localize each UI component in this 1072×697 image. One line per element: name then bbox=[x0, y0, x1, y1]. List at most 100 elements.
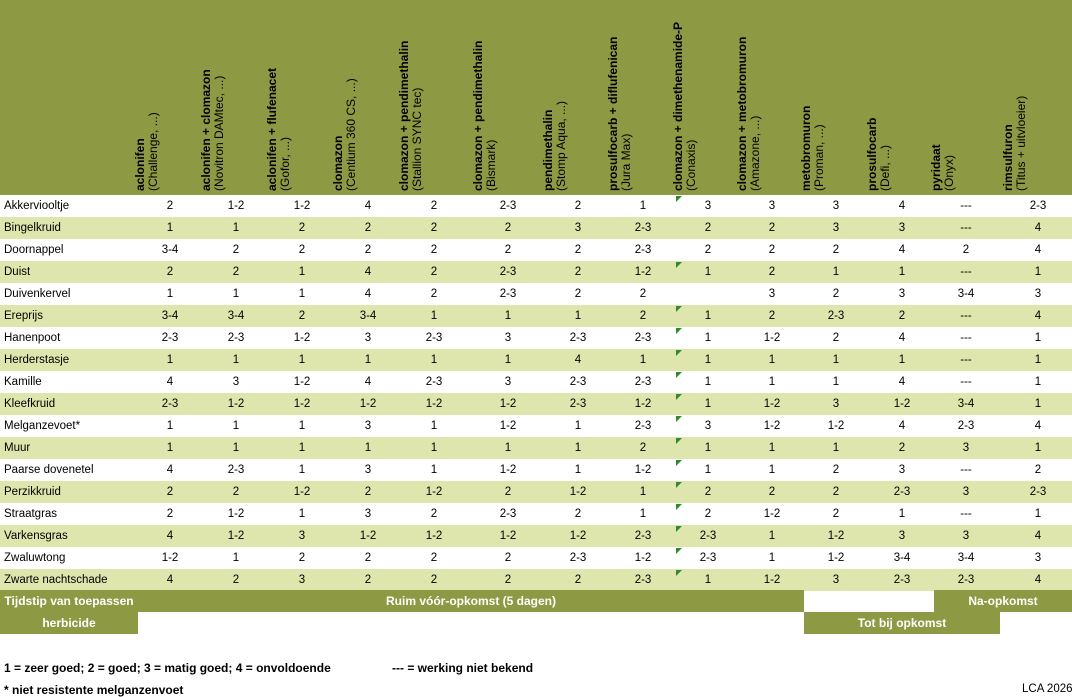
column-brand: (Bismark) bbox=[484, 139, 498, 191]
efficacy-cell: 2 bbox=[574, 574, 582, 586]
efficacy-cell: 2 bbox=[232, 486, 240, 498]
efficacy-cell: 3 bbox=[768, 288, 776, 300]
efficacy-cell: 1-2 bbox=[634, 552, 652, 564]
efficacy-cell: 1 bbox=[504, 442, 512, 454]
efficacy-cell: 1 bbox=[232, 552, 240, 564]
efficacy-cell: 2-3 bbox=[161, 398, 179, 410]
efficacy-cell: --- bbox=[960, 332, 972, 344]
efficacy-cell: 3 bbox=[962, 486, 970, 498]
timing-until-emergence: Tot bij opkomst bbox=[804, 612, 1000, 634]
efficacy-cell: 3 bbox=[962, 442, 970, 454]
efficacy-cell: 1-2 bbox=[359, 530, 377, 542]
efficacy-cell: 2 bbox=[430, 244, 438, 256]
efficacy-cell: 4 bbox=[1034, 530, 1042, 542]
efficacy-cell: 3-4 bbox=[957, 288, 975, 300]
efficacy-cell: 1 bbox=[768, 552, 776, 564]
efficacy-cell: 4 bbox=[1034, 310, 1042, 322]
efficacy-cell: 1 bbox=[704, 398, 712, 410]
efficacy-cell: 2 bbox=[504, 552, 512, 564]
efficacy-cell: --- bbox=[960, 200, 972, 212]
efficacy-cell: 2 bbox=[298, 310, 306, 322]
efficacy-cell: 2 bbox=[430, 552, 438, 564]
efficacy-cell: 3 bbox=[364, 420, 372, 432]
efficacy-cell: 1 bbox=[574, 310, 582, 322]
efficacy-cell: 1 bbox=[430, 354, 438, 366]
efficacy-cell: 1 bbox=[1034, 266, 1042, 278]
efficacy-cell: 2 bbox=[704, 222, 712, 234]
note-flag-icon bbox=[676, 482, 682, 488]
efficacy-cell: 4 bbox=[898, 420, 906, 432]
efficacy-cell: 3-4 bbox=[359, 310, 377, 322]
column-brand: (Conaxis) bbox=[684, 139, 698, 191]
efficacy-cell: 2-3 bbox=[634, 420, 652, 432]
efficacy-cell: 2-3 bbox=[499, 288, 517, 300]
efficacy-cell: 1 bbox=[166, 222, 174, 234]
efficacy-cell: 1 bbox=[898, 508, 906, 520]
efficacy-cell: 3 bbox=[232, 376, 240, 388]
efficacy-cell: 2-3 bbox=[569, 332, 587, 344]
efficacy-cell: 3 bbox=[898, 530, 906, 542]
column-brand: (Gofor, ...) bbox=[278, 136, 292, 191]
efficacy-cell: 3 bbox=[1034, 552, 1042, 564]
legend-scale: 1 = zeer goed; 2 = goed; 3 = matig goed;… bbox=[4, 661, 331, 675]
efficacy-cell: 1-2 bbox=[499, 420, 517, 432]
efficacy-cell: 2 bbox=[430, 288, 438, 300]
efficacy-cell: 2 bbox=[574, 200, 582, 212]
weed-name: Duist bbox=[4, 266, 31, 278]
efficacy-cell: 1 bbox=[704, 354, 712, 366]
efficacy-cell: --- bbox=[960, 376, 972, 388]
efficacy-cell: 4 bbox=[364, 376, 372, 388]
efficacy-cell: 1 bbox=[768, 442, 776, 454]
efficacy-cell: 2-3 bbox=[227, 332, 245, 344]
weed-name: Straatgras bbox=[4, 508, 58, 520]
efficacy-cell: 1 bbox=[704, 464, 712, 476]
efficacy-cell: 1 bbox=[768, 530, 776, 542]
efficacy-cell: 2-3 bbox=[499, 508, 517, 520]
efficacy-cell: 3 bbox=[898, 222, 906, 234]
efficacy-cell: 3 bbox=[704, 420, 712, 432]
efficacy-cell: 2 bbox=[166, 266, 174, 278]
efficacy-cell: 1-2 bbox=[569, 486, 587, 498]
efficacy-cell: 2 bbox=[298, 244, 306, 256]
efficacy-cell: 1 bbox=[768, 354, 776, 366]
legend-unknown: --- = werking niet bekend bbox=[392, 661, 534, 675]
efficacy-cell: 4 bbox=[166, 574, 174, 586]
efficacy-cell: 4 bbox=[898, 332, 906, 344]
efficacy-cell: 4 bbox=[364, 288, 372, 300]
column-brand: (Stomp Aqua, ...) bbox=[554, 100, 568, 191]
efficacy-cell: 1 bbox=[364, 442, 372, 454]
efficacy-cell: 1 bbox=[232, 420, 240, 432]
weed-name: Akkerviooltje bbox=[4, 200, 70, 212]
efficacy-cell: 2 bbox=[768, 310, 776, 322]
efficacy-cell: 2-3 bbox=[569, 376, 587, 388]
efficacy-cell: 1-2 bbox=[893, 398, 911, 410]
efficacy-cell: 2 bbox=[298, 222, 306, 234]
table-row: Zwaluwtong 1-2 1 2 2 2 2 2-3 1-2 2-3 1 1-2 3-4 3-4 3 bbox=[0, 547, 1072, 569]
weed-name: Varkensgras bbox=[4, 530, 68, 542]
efficacy-cell: 1-2 bbox=[425, 486, 443, 498]
weed-name: Doornappel bbox=[4, 244, 64, 256]
efficacy-cell: 1-2 bbox=[227, 398, 245, 410]
efficacy-cell: 2 bbox=[704, 508, 712, 520]
efficacy-cell: 2-3 bbox=[161, 332, 179, 344]
note-flag-icon bbox=[676, 306, 682, 312]
efficacy-cell: 2 bbox=[430, 222, 438, 234]
efficacy-cell: 1-2 bbox=[293, 398, 311, 410]
efficacy-cell: 2 bbox=[232, 244, 240, 256]
timing-until-label: Tot bij opkomst bbox=[857, 616, 947, 630]
weed-name: Melganzevoet* bbox=[4, 420, 81, 432]
efficacy-cell: 4 bbox=[898, 376, 906, 388]
efficacy-cell: 2 bbox=[430, 508, 438, 520]
efficacy-cell: 2 bbox=[832, 508, 840, 520]
efficacy-cell: 1 bbox=[704, 332, 712, 344]
note-flag-icon bbox=[676, 526, 682, 532]
efficacy-cell: 4 bbox=[1034, 574, 1042, 586]
weed-name: Paarse dovenetel bbox=[4, 464, 94, 476]
note-flag-icon bbox=[676, 460, 682, 466]
efficacy-cell: 1-2 bbox=[293, 200, 311, 212]
table-row: Zwarte nachtschade 4 2 3 2 2 2 2 2-3 1 1-2 3 2-3 2-3 4 bbox=[0, 569, 1072, 591]
table-row: Herderstasje 1 1 1 1 1 1 4 1 1 1 1 1 --- 1 bbox=[0, 349, 1072, 371]
efficacy-cell: 2-3 bbox=[425, 376, 443, 388]
efficacy-cell: 3 bbox=[574, 222, 582, 234]
note-flag-icon bbox=[676, 504, 682, 510]
